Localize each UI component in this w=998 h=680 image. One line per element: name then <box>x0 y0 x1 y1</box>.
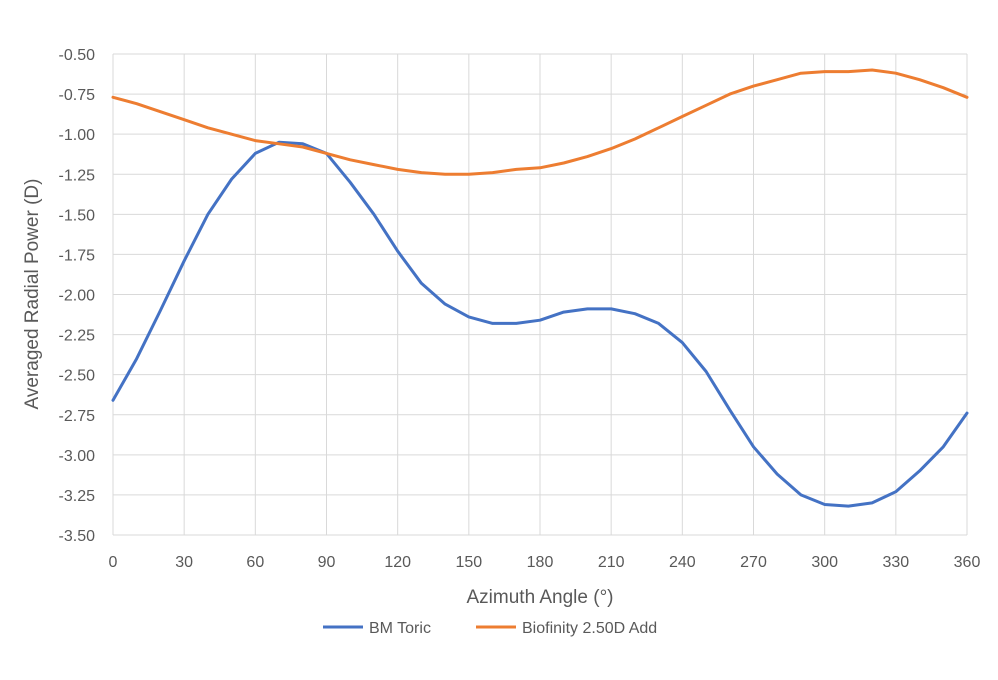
series-line-biofinity <box>111 68 969 176</box>
x-tick-label: 180 <box>527 554 554 571</box>
y-axis-title: Averaged Radial Power (D) <box>22 179 43 410</box>
legend: BM Toric Biofinity 2.50D Add <box>323 620 657 637</box>
x-tick-label: 0 <box>109 554 118 571</box>
y-tick-label: -2.75 <box>59 408 96 425</box>
y-tick-label: -0.75 <box>59 87 96 104</box>
series-line-bm-toric <box>111 140 969 508</box>
legend-label-biofinity: Biofinity 2.50D Add <box>522 620 657 637</box>
legend-label-bm-toric: BM Toric <box>369 620 431 637</box>
gridlines <box>112 53 968 536</box>
x-axis-title: Azimuth Angle (°) <box>467 587 614 608</box>
y-axis-tick-labels: -0.50 -0.75 -1.00 -1.25 -1.50 -1.75 -2.00 -2.25… <box>59 47 96 545</box>
x-tick-label: 210 <box>598 554 625 571</box>
series-lines <box>111 68 969 508</box>
y-tick-label: -2.50 <box>59 368 96 385</box>
y-tick-label: -1.25 <box>59 167 96 184</box>
y-tick-label: -2.25 <box>59 328 96 345</box>
y-tick-label: -1.50 <box>59 207 96 224</box>
x-tick-label: 90 <box>318 554 336 571</box>
x-tick-label: 240 <box>669 554 696 571</box>
y-tick-label: -0.50 <box>59 47 96 64</box>
x-tick-label: 270 <box>740 554 767 571</box>
x-tick-label: 120 <box>384 554 411 571</box>
y-tick-label: -3.00 <box>59 448 96 465</box>
x-tick-label: 60 <box>246 554 264 571</box>
x-tick-label: 300 <box>811 554 838 571</box>
y-tick-label: -1.75 <box>59 247 96 264</box>
x-tick-label: 330 <box>882 554 909 571</box>
x-tick-label: 30 <box>175 554 193 571</box>
y-tick-label: -2.00 <box>59 288 96 305</box>
x-tick-label: 360 <box>954 554 981 571</box>
y-tick-label: -3.50 <box>59 528 96 545</box>
y-tick-label: -3.25 <box>59 488 96 505</box>
y-tick-label: -1.00 <box>59 127 96 144</box>
x-axis-tick-labels: 0 30 60 90 120 150 180 210 240 270 300 330 360 <box>109 554 981 571</box>
x-tick-label: 150 <box>455 554 482 571</box>
